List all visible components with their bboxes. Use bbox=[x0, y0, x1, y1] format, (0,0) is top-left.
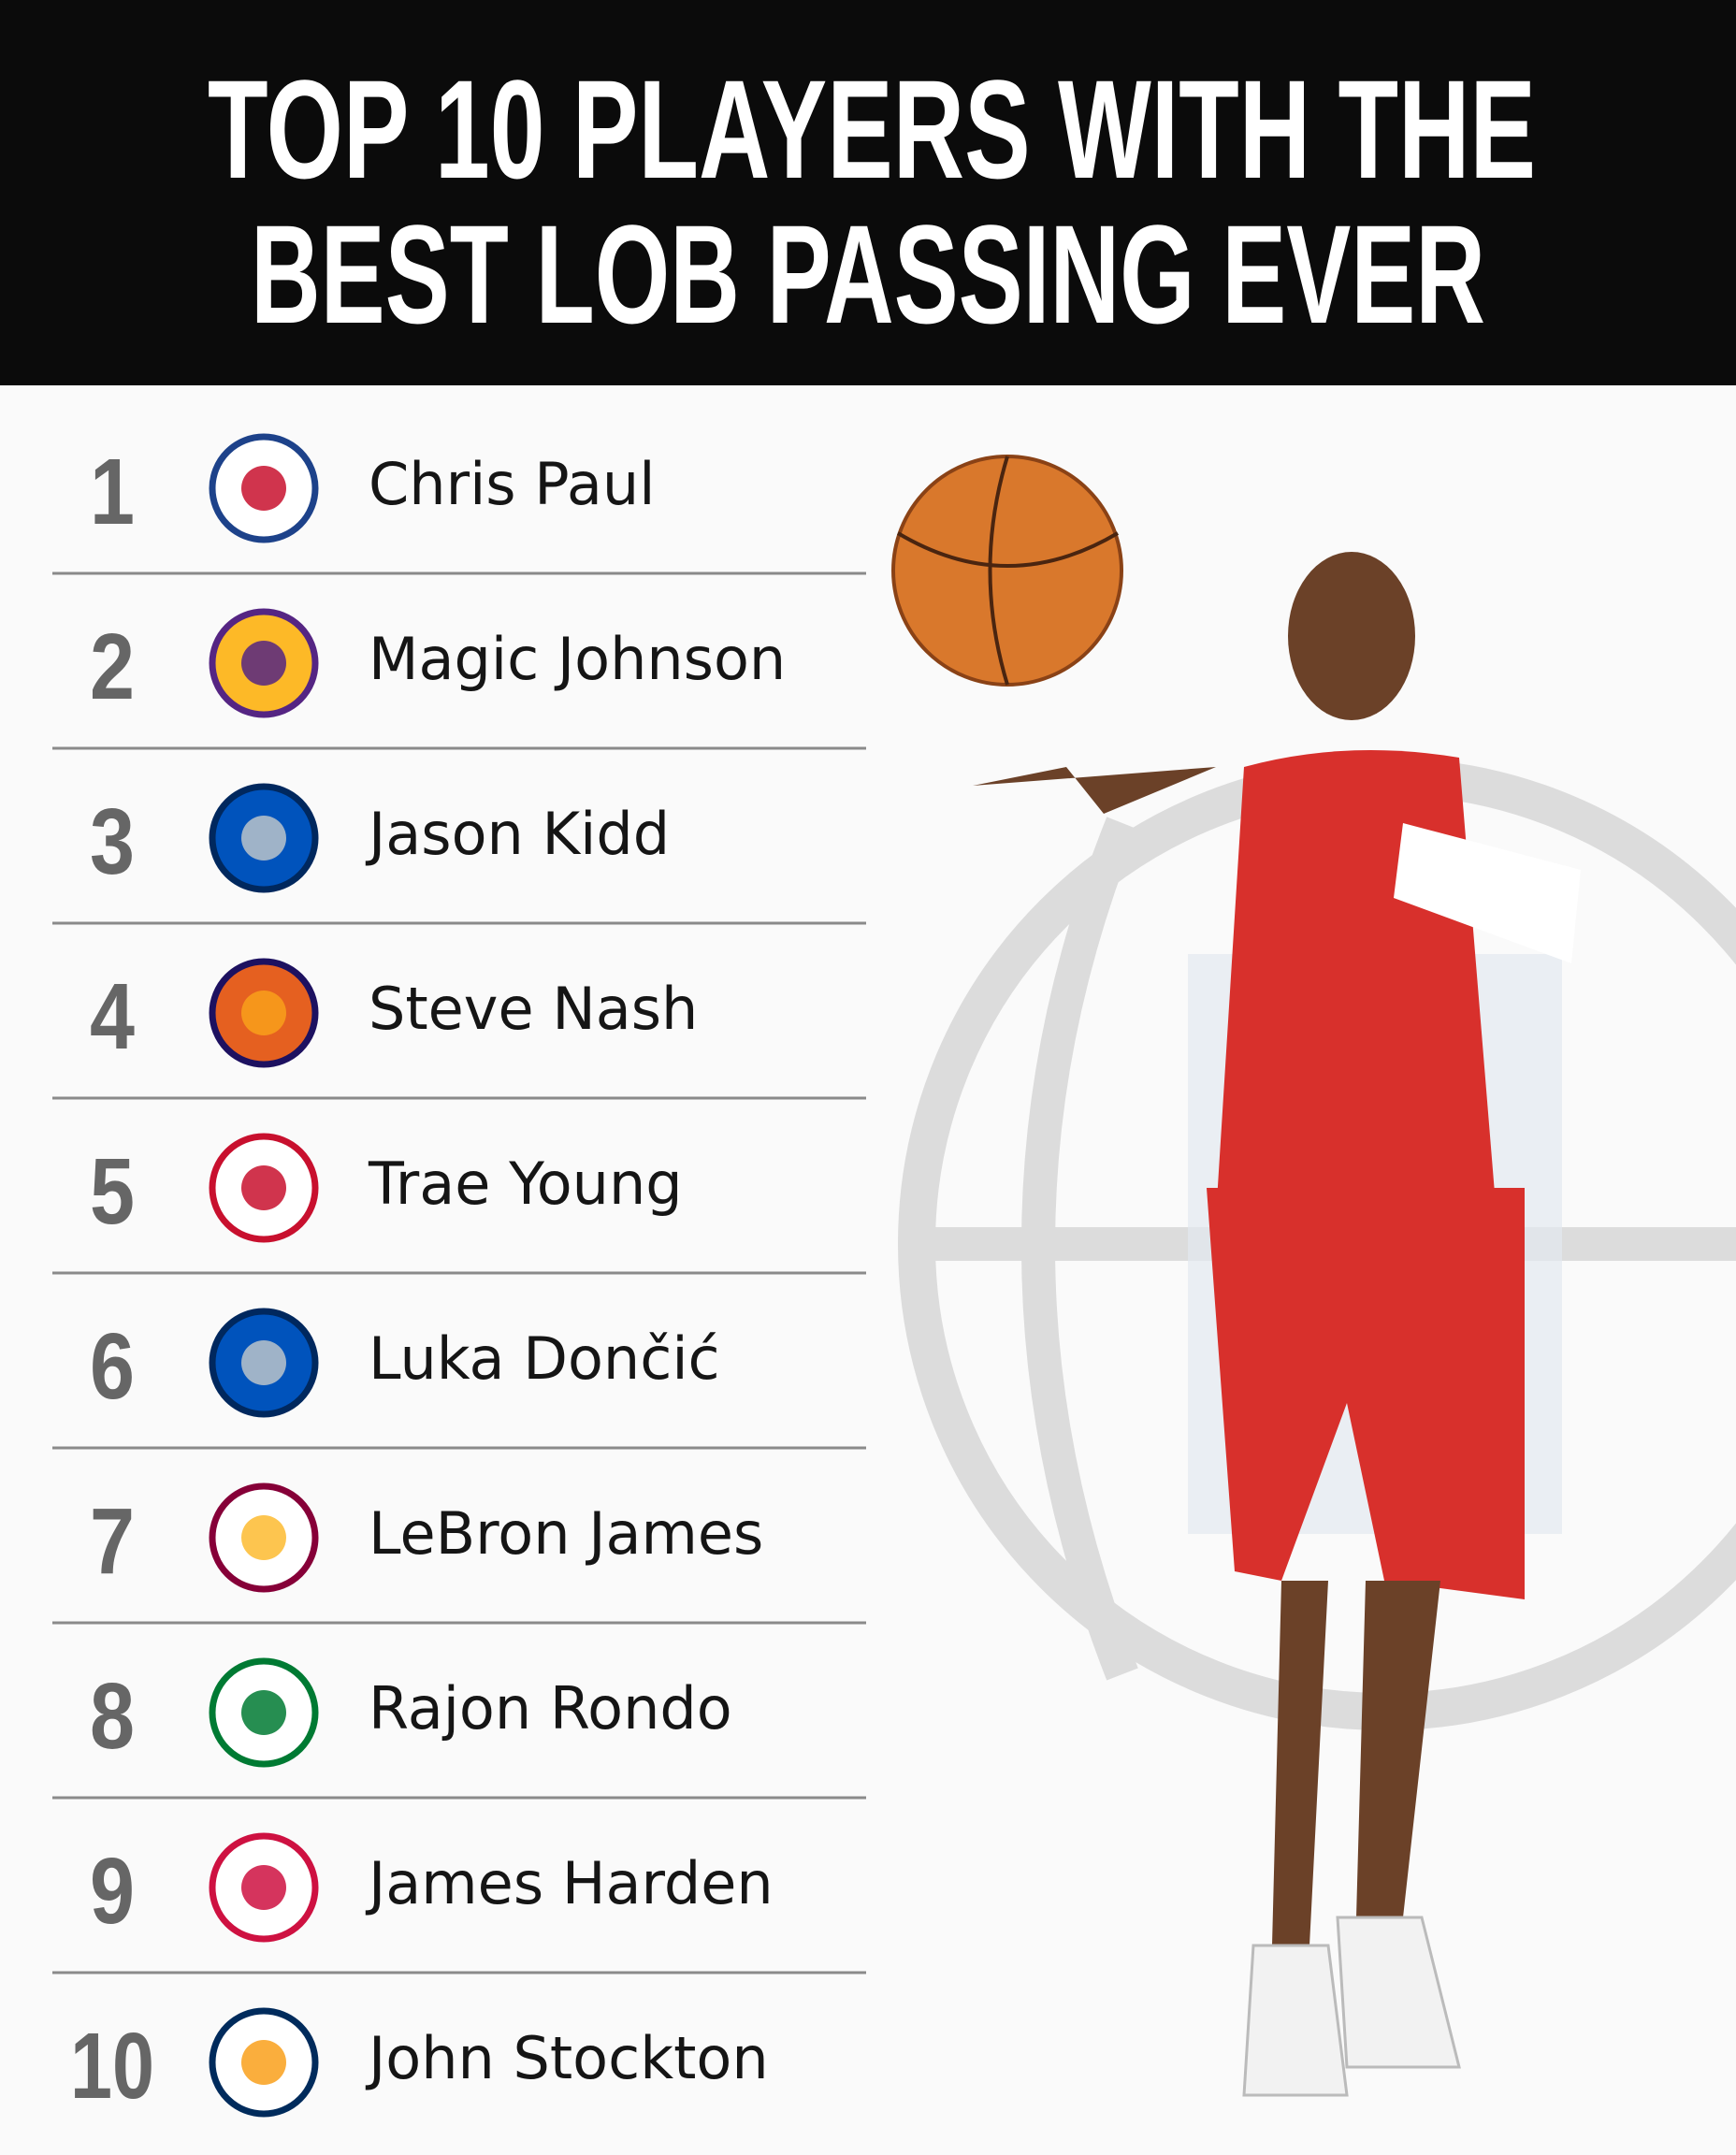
rank-number: 1 bbox=[90, 440, 135, 544]
rank-number: 9 bbox=[90, 1839, 135, 1944]
player-name: Luka Dončić bbox=[369, 1324, 720, 1393]
head bbox=[1288, 552, 1415, 720]
rank-number: 10 bbox=[70, 2014, 154, 2119]
team-logo-mark bbox=[241, 1865, 286, 1910]
player-name: Chris Paul bbox=[369, 450, 655, 518]
team-logo-mark bbox=[241, 1340, 286, 1385]
player-name: LeBron James bbox=[369, 1499, 763, 1568]
team-logo-mark bbox=[241, 1690, 286, 1735]
bg-ball-seam bbox=[1021, 817, 1138, 1681]
player-name: Jason Kidd bbox=[365, 800, 670, 868]
player-name: Trae Young bbox=[368, 1150, 683, 1218]
basketball bbox=[891, 455, 1123, 687]
team-logo-mark bbox=[241, 991, 286, 1035]
rank-number: 8 bbox=[90, 1664, 135, 1769]
team-logo-mark bbox=[241, 816, 286, 861]
rank-number: 6 bbox=[90, 1314, 135, 1419]
legs bbox=[1272, 1581, 1440, 1945]
player-name: Magic Johnson bbox=[369, 625, 786, 693]
rank-number: 4 bbox=[90, 964, 135, 1069]
shoes bbox=[1242, 1916, 1461, 2097]
player-name: Rajon Rondo bbox=[369, 1674, 732, 1743]
shorts bbox=[1207, 1188, 1525, 1599]
arm-sleeve bbox=[1394, 823, 1581, 963]
team-logo-mark bbox=[241, 641, 286, 686]
title-line: TOP 10 PLAYERS WITH THE bbox=[208, 51, 1536, 208]
left-arm bbox=[973, 767, 1216, 814]
rank-number: 5 bbox=[90, 1139, 135, 1244]
rank-number: 2 bbox=[90, 615, 135, 719]
rank-number: 3 bbox=[90, 789, 135, 894]
basketball-seams bbox=[896, 456, 1120, 686]
team-logo-mark bbox=[241, 1165, 286, 1210]
title-line: BEST LOB PASSING EVER bbox=[251, 195, 1485, 353]
player-name: Steve Nash bbox=[369, 975, 698, 1043]
rank-number: 7 bbox=[90, 1489, 135, 1594]
player-illustration bbox=[891, 455, 1736, 2097]
team-logo-mark bbox=[241, 466, 286, 511]
player-name: James Harden bbox=[365, 1849, 774, 1917]
team-logo-mark bbox=[241, 2040, 286, 2085]
team-logo-mark bbox=[241, 1515, 286, 1560]
header-band bbox=[0, 0, 1736, 385]
ranking-list: 1 Chris Paul 2 Magic Johnson 3 Jason Kidd 4 Ste… bbox=[52, 433, 866, 2119]
player-name: John Stockton bbox=[365, 2024, 769, 2092]
jersey bbox=[1216, 750, 1497, 1216]
